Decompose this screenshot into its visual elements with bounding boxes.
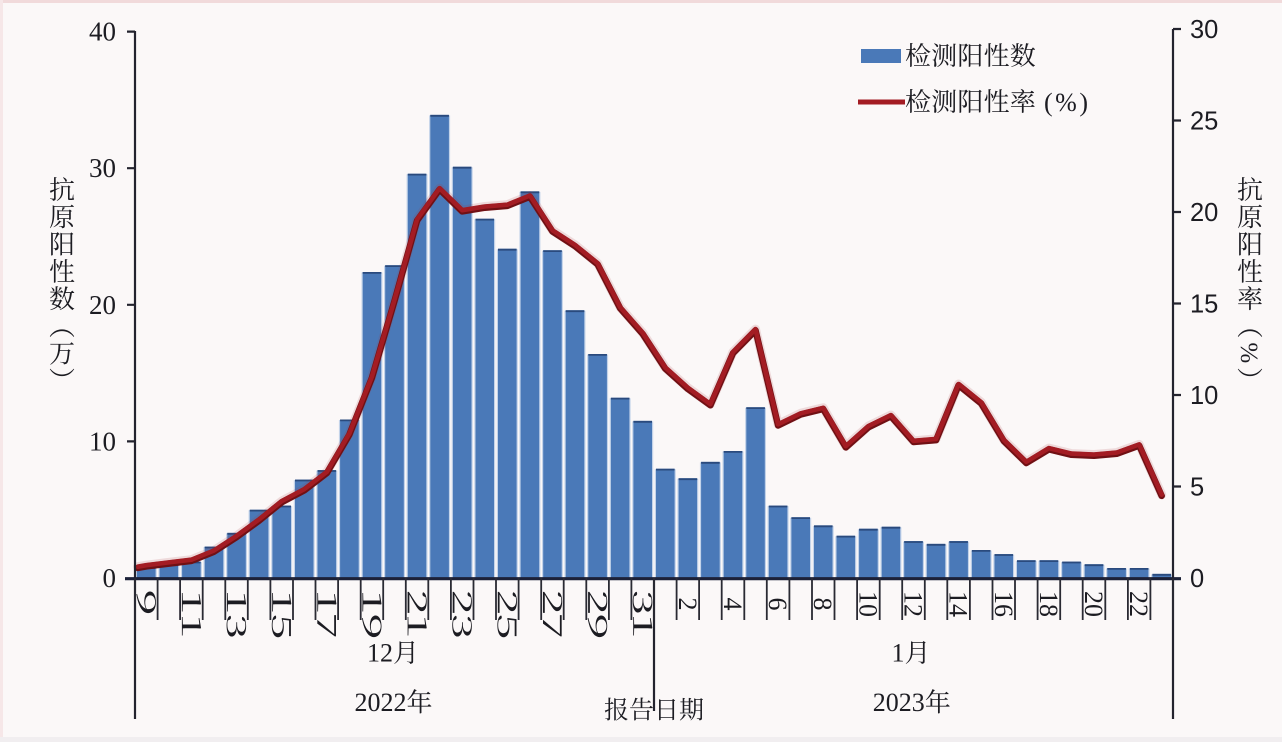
svg-text:10: 10 — [89, 426, 116, 456]
svg-text:18: 18 — [1034, 591, 1063, 617]
svg-text:%: % — [1235, 342, 1262, 363]
svg-text:25: 25 — [1190, 108, 1218, 136]
svg-text:10: 10 — [853, 591, 882, 617]
svg-text:15: 15 — [1190, 291, 1218, 319]
svg-text:4: 4 — [718, 598, 747, 611]
svg-text:2022: 2022 — [355, 688, 407, 717]
svg-text:2023: 2023 — [873, 688, 925, 717]
svg-text:12: 12 — [899, 591, 928, 617]
svg-text:16: 16 — [989, 591, 1018, 617]
svg-text:30: 30 — [89, 153, 116, 183]
svg-text:(%): (%) — [1044, 88, 1090, 117]
svg-text:14: 14 — [944, 591, 973, 617]
svg-text:20: 20 — [1190, 199, 1218, 227]
svg-text:20: 20 — [1079, 591, 1108, 617]
svg-text:2: 2 — [673, 598, 702, 611]
svg-text:20: 20 — [89, 290, 116, 320]
svg-text:8: 8 — [808, 598, 837, 611]
svg-text:10: 10 — [1190, 382, 1218, 410]
svg-text:40: 40 — [89, 17, 116, 47]
svg-text:5: 5 — [1190, 474, 1204, 502]
svg-text:6: 6 — [763, 598, 792, 611]
svg-text:0: 0 — [1190, 565, 1204, 593]
svg-text:22: 22 — [1124, 591, 1153, 617]
svg-text:1: 1 — [892, 639, 905, 668]
svg-text:30: 30 — [1190, 16, 1218, 44]
svg-text:12: 12 — [367, 639, 393, 668]
svg-text:0: 0 — [103, 563, 117, 593]
